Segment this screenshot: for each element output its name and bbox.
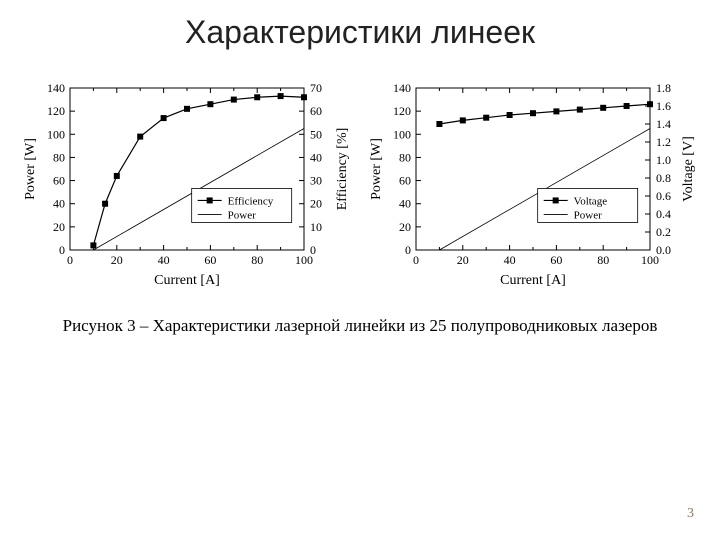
svg-text:60: 60 — [310, 104, 322, 118]
svg-text:50: 50 — [310, 127, 322, 141]
svg-text:10: 10 — [310, 220, 322, 234]
svg-text:Voltage: Voltage — [574, 195, 608, 207]
svg-text:0: 0 — [310, 243, 316, 257]
svg-text:Efficiency: Efficiency — [228, 195, 274, 207]
svg-text:60: 60 — [550, 253, 562, 267]
svg-text:0: 0 — [67, 253, 73, 267]
svg-text:20: 20 — [310, 197, 322, 211]
svg-text:60: 60 — [53, 174, 65, 188]
svg-text:0.4: 0.4 — [656, 207, 671, 221]
svg-text:120: 120 — [47, 104, 65, 118]
svg-text:20: 20 — [53, 220, 65, 234]
svg-text:100: 100 — [47, 127, 65, 141]
svg-text:0: 0 — [59, 243, 65, 257]
charts-row: 0 20 40 60 80 100 0 20 40 60 80 100 120 140 0 10 20 30 40 5… — [22, 78, 698, 288]
svg-text:30: 30 — [310, 174, 322, 188]
svg-text:80: 80 — [53, 150, 65, 164]
svg-text:1.8: 1.8 — [656, 81, 671, 95]
svg-text:0.6: 0.6 — [656, 189, 671, 203]
slide: Характеристики линеек 020406080100020406… — [0, 0, 720, 540]
svg-text:1.4: 1.4 — [656, 117, 671, 131]
svg-text:80: 80 — [597, 253, 609, 267]
svg-text:80: 80 — [399, 150, 411, 164]
svg-text:140: 140 — [47, 81, 65, 95]
svg-text:140: 140 — [393, 81, 411, 95]
svg-text:Efficiency [%]: Efficiency [%] — [335, 128, 350, 211]
slide-title: Характеристики линеек — [0, 14, 720, 51]
svg-text:60: 60 — [399, 174, 411, 188]
svg-text:0.0: 0.0 — [656, 243, 671, 257]
svg-text:1.2: 1.2 — [656, 135, 671, 149]
svg-text:Power [W]: Power [W] — [23, 138, 38, 200]
svg-text:0.2: 0.2 — [656, 225, 671, 239]
svg-text:20: 20 — [399, 220, 411, 234]
svg-text:60: 60 — [204, 253, 216, 267]
svg-text:40: 40 — [53, 197, 65, 211]
svg-text:Voltage [V]: Voltage [V] — [681, 136, 696, 201]
svg-text:40: 40 — [399, 197, 411, 211]
svg-text:40: 40 — [310, 150, 322, 164]
svg-text:0: 0 — [413, 253, 419, 267]
svg-text:0.8: 0.8 — [656, 171, 671, 185]
charts-svg: 0 20 40 60 80 100 0 20 40 60 80 100 120 140 0 10 20 30 40 5… — [22, 78, 698, 288]
svg-text:Power [W]: Power [W] — [369, 138, 384, 200]
svg-text:120: 120 — [393, 104, 411, 118]
svg-text:100: 100 — [393, 127, 411, 141]
svg-text:20: 20 — [111, 253, 123, 267]
svg-text:1.0: 1.0 — [656, 153, 671, 167]
svg-text:Current [A]: Current [A] — [154, 273, 220, 288]
svg-text:Current [A]: Current [A] — [500, 273, 566, 288]
figure-caption: Рисунок 3 – Характеристики лазерной лине… — [0, 316, 720, 336]
svg-text:70: 70 — [310, 81, 322, 95]
svg-text:20: 20 — [457, 253, 469, 267]
svg-text:40: 40 — [158, 253, 170, 267]
svg-text:80: 80 — [251, 253, 263, 267]
svg-text:1.6: 1.6 — [656, 99, 671, 113]
svg-text:40: 40 — [504, 253, 516, 267]
svg-text:0: 0 — [405, 243, 411, 257]
svg-text:Power: Power — [574, 209, 602, 221]
svg-text:Power: Power — [228, 209, 256, 221]
page-number: 3 — [687, 506, 694, 522]
